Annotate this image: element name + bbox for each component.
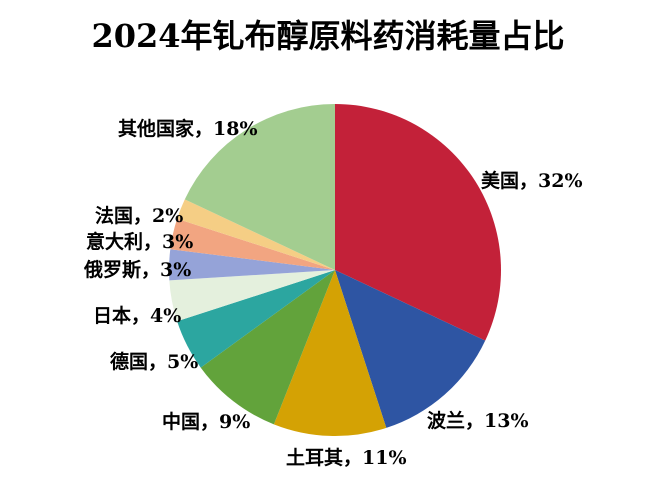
pie-label-germany: 德国，5%: [110, 350, 198, 373]
pie-slice-italy: [170, 218, 335, 270]
pie-slice-japan: [169, 270, 335, 322]
pie-label-japan: 日本，4%: [93, 304, 181, 327]
pie-label-other: 其他国家，18%: [118, 117, 258, 140]
pie-label-china: 中国，9%: [162, 410, 250, 433]
pie-slice-usa: [335, 104, 501, 341]
pie-label-poland: 波兰，13%: [427, 409, 529, 432]
pie-slice-turkey: [273, 270, 387, 437]
pie-label-usa: 美国，32%: [481, 169, 583, 192]
pie-slice-other: [184, 103, 335, 270]
pie-slice-germany: [177, 270, 335, 368]
pie-label-turkey: 土耳其，11%: [286, 447, 407, 469]
pie-label-france: 法国，2%: [95, 204, 183, 227]
pie-label-italy: 意大利，3%: [86, 230, 193, 253]
pie-slice-poland: [335, 270, 486, 428]
pie-label-russia: 俄罗斯，3%: [83, 258, 191, 281]
chart-title: 2024年钆布醇原料药消耗量占比: [91, 17, 565, 55]
pie-slice-russia: [169, 249, 335, 281]
pie-slice-france: [177, 199, 335, 270]
pie-slice-china: [200, 270, 335, 425]
